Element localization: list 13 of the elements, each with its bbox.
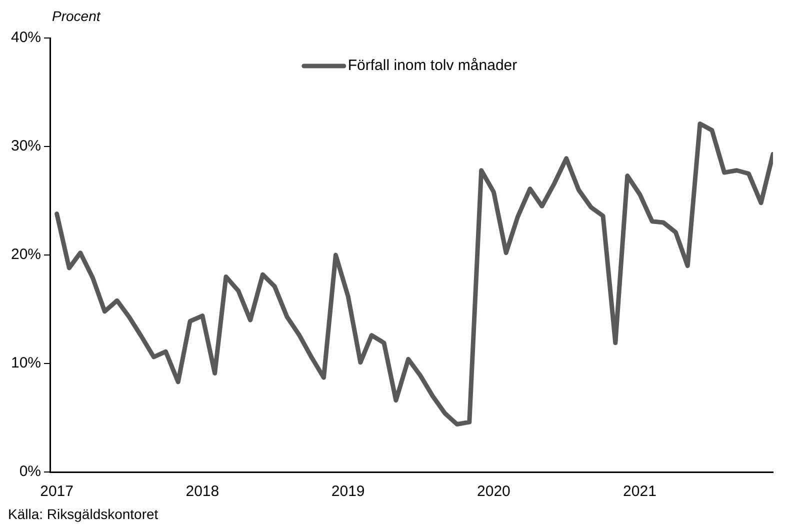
y-tick-label: 30%: [10, 138, 42, 155]
y-tick-label: 0%: [19, 463, 42, 480]
y-tick-label: 10%: [10, 354, 42, 372]
x-tick-label: 2018: [186, 483, 220, 500]
y-tick-label: 40%: [10, 29, 42, 46]
legend-label: Förfall inom tolv månader: [348, 57, 518, 74]
text: Källa: Riksgäldskontoret: [8, 506, 160, 522]
x-tick-label: 2019: [331, 483, 365, 500]
y-tick-label: 20%: [10, 246, 42, 264]
y-axis-title: Procent: [52, 8, 102, 26]
x-tick-label: 2021: [623, 483, 656, 500]
x-tick-label: 2017: [40, 483, 74, 500]
x-tick-label: 2020: [477, 483, 510, 500]
